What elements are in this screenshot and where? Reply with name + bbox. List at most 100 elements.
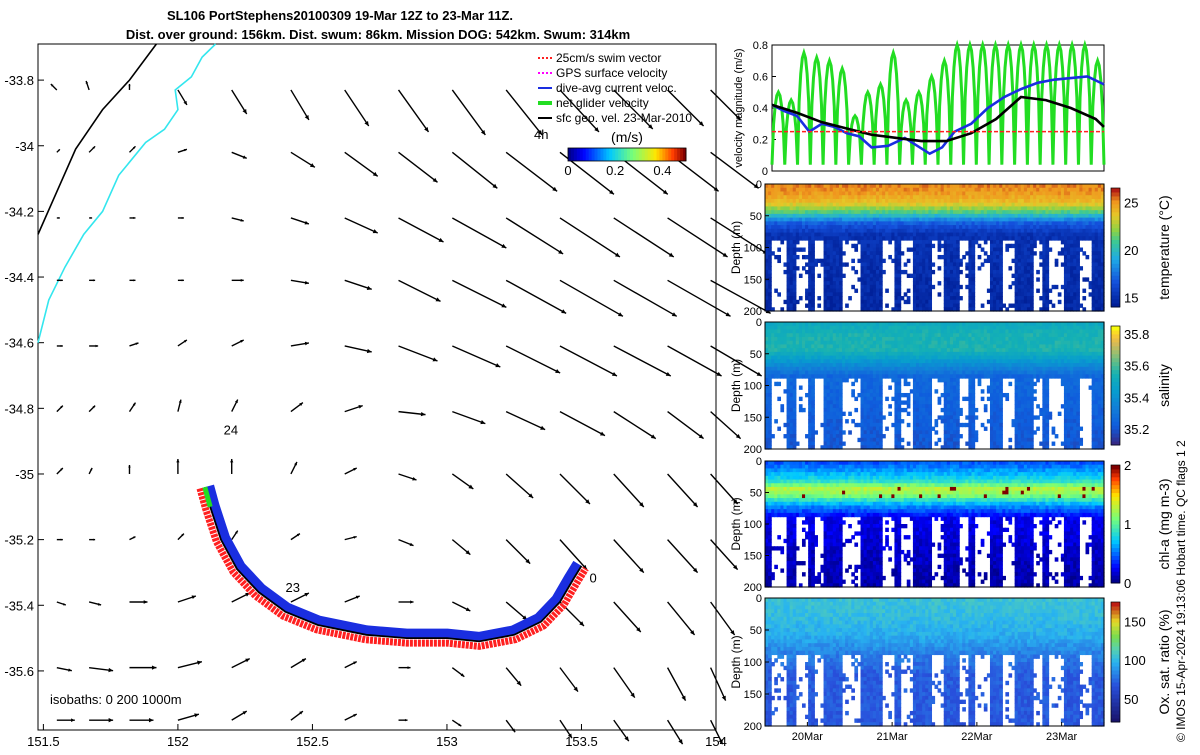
legend-label-swim: 25cm/s swim vector — [556, 51, 661, 65]
temperature-cell — [971, 262, 975, 266]
salinity-cell — [898, 378, 902, 382]
salinity-cell — [879, 400, 883, 404]
salinity-cell — [879, 412, 883, 416]
salinity-cell — [879, 427, 883, 431]
colorbar-swatch — [654, 148, 657, 161]
salinity-cell — [928, 382, 932, 386]
temperature-cell — [1076, 262, 1080, 266]
map-xtick-label: 152 — [167, 734, 189, 749]
salinity-cell — [928, 408, 932, 412]
map-ytick-label: -35.4 — [4, 598, 34, 613]
colorbar-swatch — [627, 148, 630, 161]
salinity-cell — [904, 378, 908, 382]
temperature-cell — [814, 262, 818, 266]
temperature-cell — [971, 292, 975, 296]
colorbar-swatch — [668, 148, 671, 161]
salinity-cell — [793, 408, 797, 412]
colorbar-swatch — [674, 148, 677, 161]
salinity-cell — [768, 408, 772, 412]
temperature-cell — [839, 277, 843, 281]
temperature-cell — [898, 289, 902, 293]
temperature-colorbar-swatch — [1111, 192, 1120, 196]
temperature-cell — [999, 277, 1003, 281]
salinity-cell — [799, 386, 803, 390]
temperature-colorbar-swatch — [1111, 263, 1120, 267]
temperature-cell — [879, 304, 883, 308]
map-ytick-label: -35 — [15, 467, 34, 482]
salinity-cell — [879, 438, 883, 442]
temperature-cell — [1045, 292, 1049, 296]
salinity-cell — [811, 397, 815, 401]
temperature-cell — [1030, 274, 1034, 278]
temperature-cell — [956, 277, 960, 281]
credit-text: © IMOS 15-Apr-2024 19:13:06 Hobart time.… — [1174, 440, 1188, 742]
temperature-cell — [793, 292, 797, 296]
temperature-cell — [879, 240, 883, 244]
temperature-cell — [956, 266, 960, 270]
temperature-cell — [1079, 266, 1083, 270]
temperature-cell — [1079, 304, 1083, 308]
map-xtick-label: 152.5 — [296, 734, 329, 749]
temperature-cell — [879, 277, 883, 281]
salinity-cell — [901, 419, 905, 423]
salinity-cell — [768, 412, 772, 416]
temperature-cell — [1030, 292, 1034, 296]
salinity-cell — [898, 386, 902, 390]
salinity-cell — [888, 404, 892, 408]
temperature-cell — [898, 300, 902, 304]
temperature-cell — [1030, 281, 1034, 285]
colorbar-swatch — [592, 148, 595, 161]
temperature-cell — [928, 259, 932, 263]
temperature-cell — [999, 240, 1003, 244]
salinity-cell — [839, 404, 843, 408]
temperature-cell — [768, 285, 772, 289]
salinity-cell — [811, 393, 815, 397]
colorbar-tick-label: 0.2 — [606, 163, 624, 178]
salinity-cell — [793, 393, 797, 397]
salinity-cell — [768, 393, 772, 397]
salinity-cell — [928, 415, 932, 419]
temperature-cell — [888, 240, 892, 244]
salinity-cell — [907, 423, 911, 427]
temperature-cell — [879, 296, 883, 300]
map-ytick-label: -35.6 — [4, 664, 34, 679]
colorbar-swatch — [680, 148, 683, 161]
temperature-cell — [978, 244, 982, 248]
salinity-cell — [839, 434, 843, 438]
salinity-cell — [839, 423, 843, 427]
temperature-cell — [1036, 277, 1040, 281]
temperature-cell — [938, 248, 942, 252]
colorbar-swatch — [624, 148, 627, 161]
colorbar-swatch — [568, 148, 571, 161]
temperature-cell — [999, 255, 1003, 259]
salinity-cell — [928, 400, 932, 404]
temperature-cell — [811, 277, 815, 281]
temperature-cell — [1076, 285, 1080, 289]
salinity-cell — [793, 423, 797, 427]
salinity-cell — [811, 382, 815, 386]
salinity-cell — [842, 412, 846, 416]
map-ytick-label: -33.8 — [4, 73, 34, 88]
salinity-cell — [885, 427, 889, 431]
colorbar-swatch — [665, 148, 668, 161]
temperature-cell — [898, 244, 902, 248]
temperature-cell — [928, 251, 932, 255]
temperature-cell — [1058, 300, 1062, 304]
temperature-cell — [793, 285, 797, 289]
temperature-cell — [931, 285, 935, 289]
temperature-cell — [1030, 277, 1034, 281]
temperature-cell — [839, 240, 843, 244]
temperature-cell — [938, 292, 942, 296]
temperature-cell — [839, 300, 843, 304]
temperature-colorbar-swatch — [1111, 275, 1120, 279]
velocity-ytick-label: 0.6 — [753, 72, 768, 84]
temperature-cell — [971, 304, 975, 308]
velocity-ytick-label: 0.2 — [753, 135, 768, 147]
salinity-cell — [882, 415, 886, 419]
salinity-cell — [928, 438, 932, 442]
temperature-cell — [854, 289, 858, 293]
temperature-cell — [999, 285, 1003, 289]
temperature-cell — [928, 255, 932, 259]
temperature-cell — [771, 251, 775, 255]
salinity-cell — [768, 400, 772, 404]
